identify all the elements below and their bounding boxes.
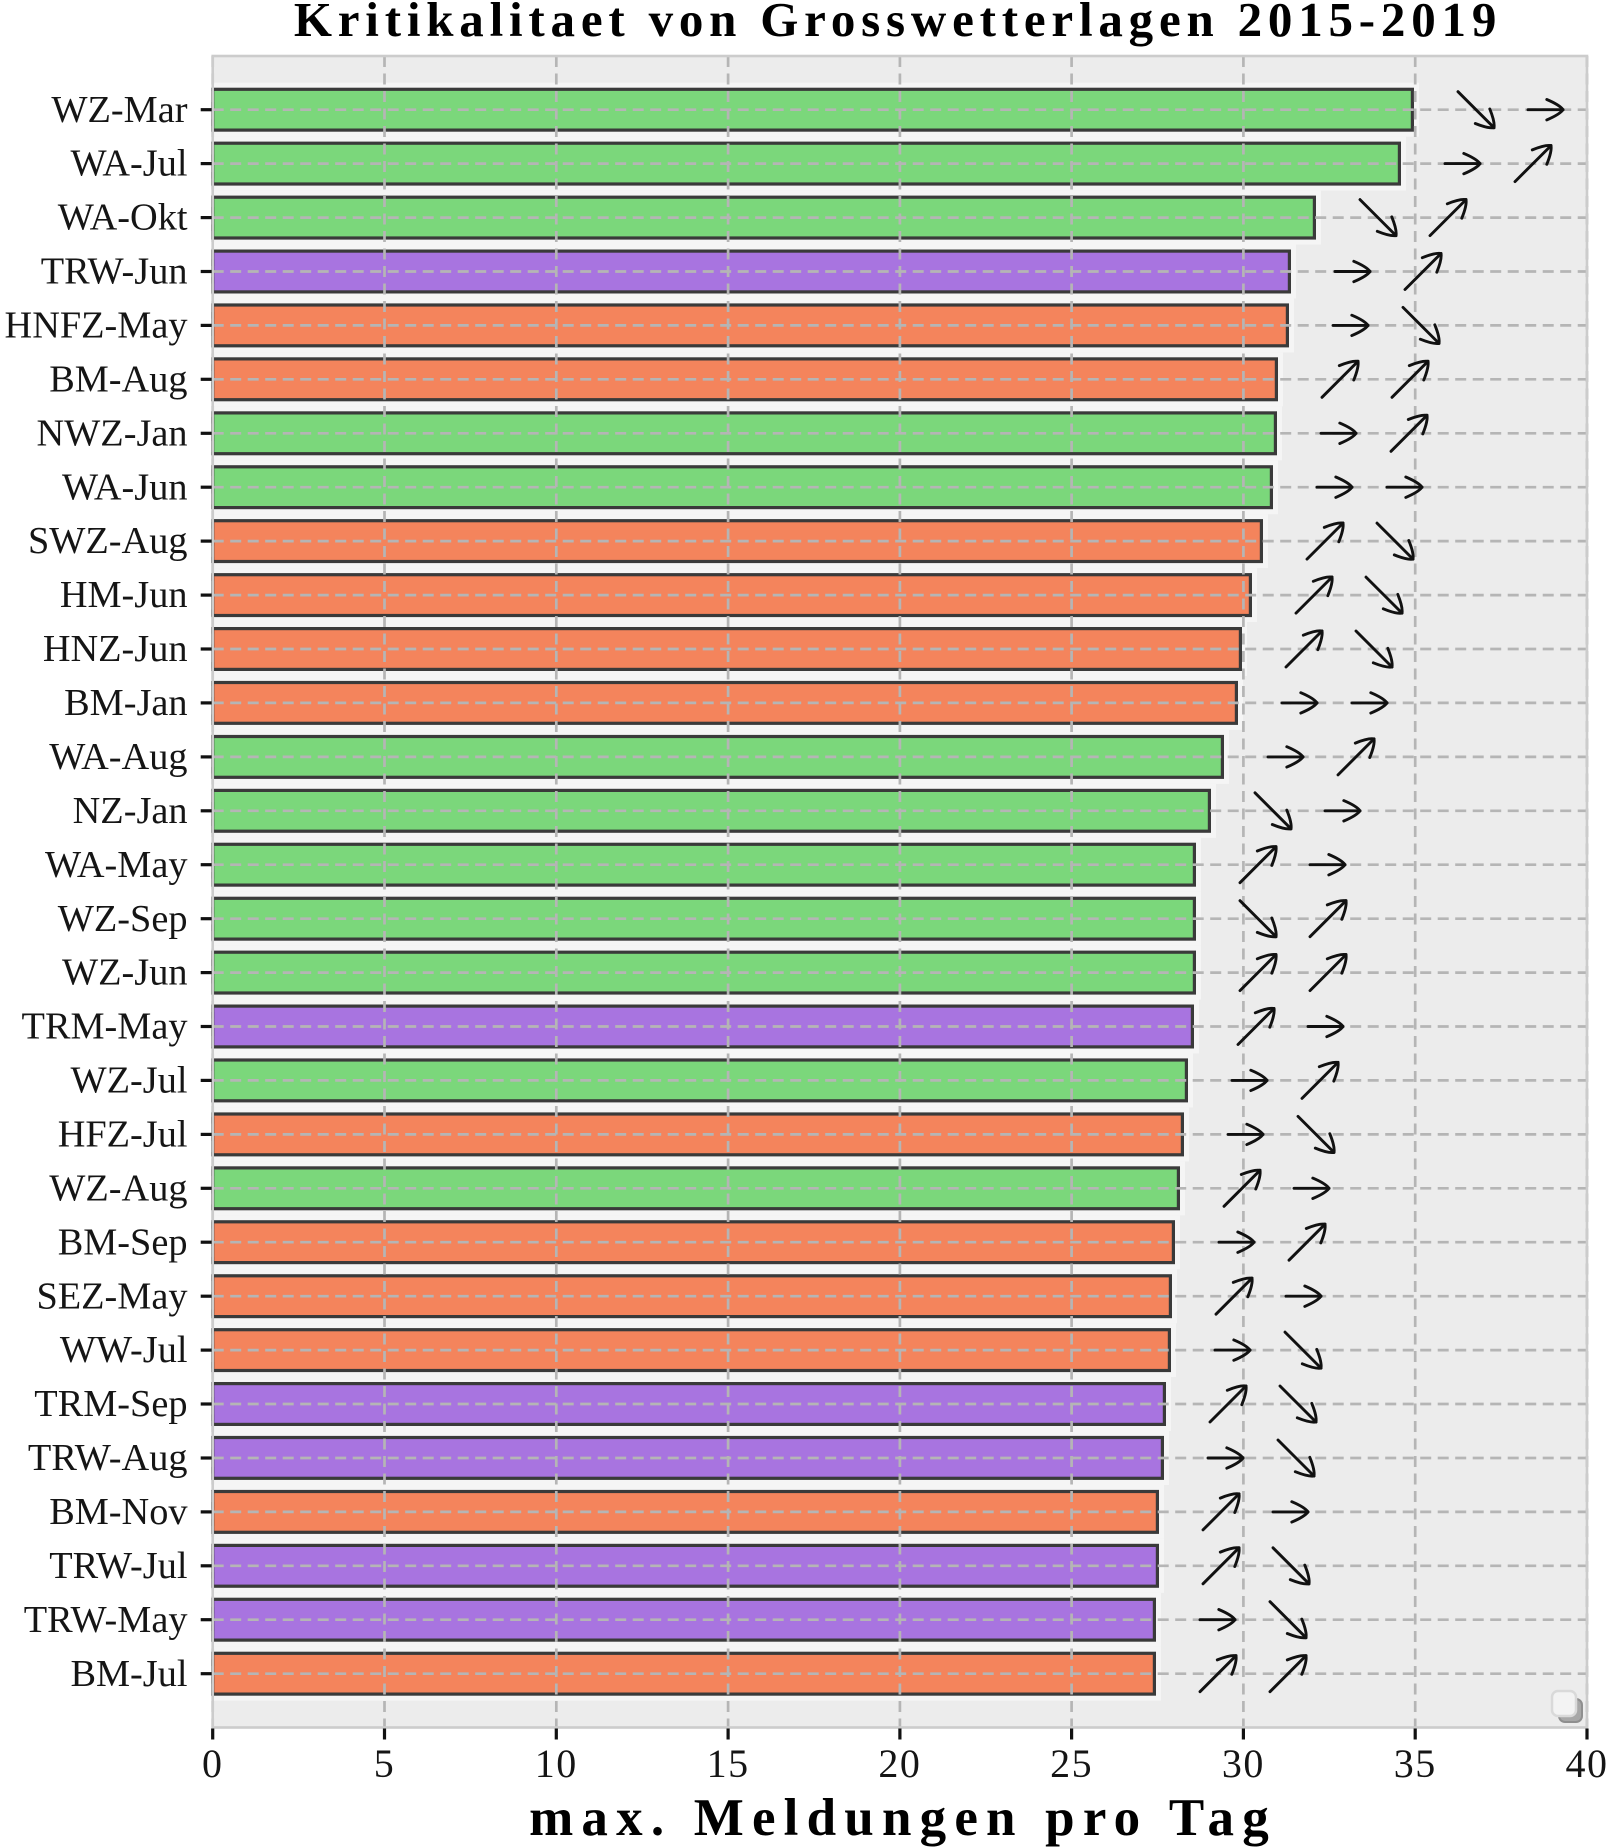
svg-text:BM-Jan: BM-Jan <box>64 682 187 724</box>
svg-text:BM-Aug: BM-Aug <box>49 358 187 400</box>
svg-text:30: 30 <box>1222 1741 1265 1786</box>
svg-text:TRW-Jul: TRW-Jul <box>49 1545 187 1587</box>
svg-text:BM-Nov: BM-Nov <box>49 1491 188 1533</box>
svg-text:HFZ-Jul: HFZ-Jul <box>58 1114 188 1156</box>
svg-text:TRM-Sep: TRM-Sep <box>34 1383 187 1425</box>
svg-text:HM-Jun: HM-Jun <box>60 574 188 616</box>
svg-text:15: 15 <box>707 1741 750 1786</box>
svg-text:SWZ-Aug: SWZ-Aug <box>28 520 188 562</box>
svg-text:HNZ-Jun: HNZ-Jun <box>43 628 188 670</box>
svg-text:25: 25 <box>1050 1741 1093 1786</box>
svg-text:WW-Jul: WW-Jul <box>60 1329 188 1371</box>
svg-text:TRW-Aug: TRW-Aug <box>28 1437 188 1479</box>
svg-text:10: 10 <box>535 1741 578 1786</box>
svg-text:TRW-Jun: TRW-Jun <box>41 251 188 293</box>
svg-text:WA-Jul: WA-Jul <box>70 143 187 185</box>
svg-text:WZ-Sep: WZ-Sep <box>58 898 188 940</box>
svg-text:WA-Jun: WA-Jun <box>62 466 188 508</box>
svg-text:40: 40 <box>1566 1741 1608 1786</box>
svg-text:5: 5 <box>374 1741 396 1786</box>
svg-text:WA-Okt: WA-Okt <box>58 197 188 239</box>
svg-text:TRW-May: TRW-May <box>24 1599 188 1641</box>
svg-text:BM-Sep: BM-Sep <box>58 1221 188 1263</box>
svg-text:WA-Aug: WA-Aug <box>49 736 187 778</box>
svg-text:WZ-Aug: WZ-Aug <box>49 1167 187 1209</box>
svg-text:WZ-Jun: WZ-Jun <box>62 952 188 994</box>
svg-text:WA-May: WA-May <box>45 844 188 886</box>
svg-text:WZ-Mar: WZ-Mar <box>51 89 187 131</box>
svg-text:NZ-Jan: NZ-Jan <box>73 790 188 832</box>
svg-text:TRM-May: TRM-May <box>22 1006 188 1048</box>
svg-text:Kritikalitaet von Grosswetterl: Kritikalitaet von Grosswetterlagen 2015-… <box>294 0 1502 47</box>
svg-text:WZ-Jul: WZ-Jul <box>71 1060 188 1102</box>
svg-text:BM-Jul: BM-Jul <box>70 1653 187 1695</box>
svg-text:0: 0 <box>202 1741 224 1786</box>
svg-text:NWZ-Jan: NWZ-Jan <box>37 412 188 454</box>
svg-text:max. Meldungen pro Tag: max. Meldungen pro Tag <box>529 1789 1277 1847</box>
svg-text:20: 20 <box>878 1741 921 1786</box>
svg-text:35: 35 <box>1394 1741 1437 1786</box>
svg-text:HNFZ-May: HNFZ-May <box>5 305 188 347</box>
svg-text:SEZ-May: SEZ-May <box>36 1275 187 1317</box>
